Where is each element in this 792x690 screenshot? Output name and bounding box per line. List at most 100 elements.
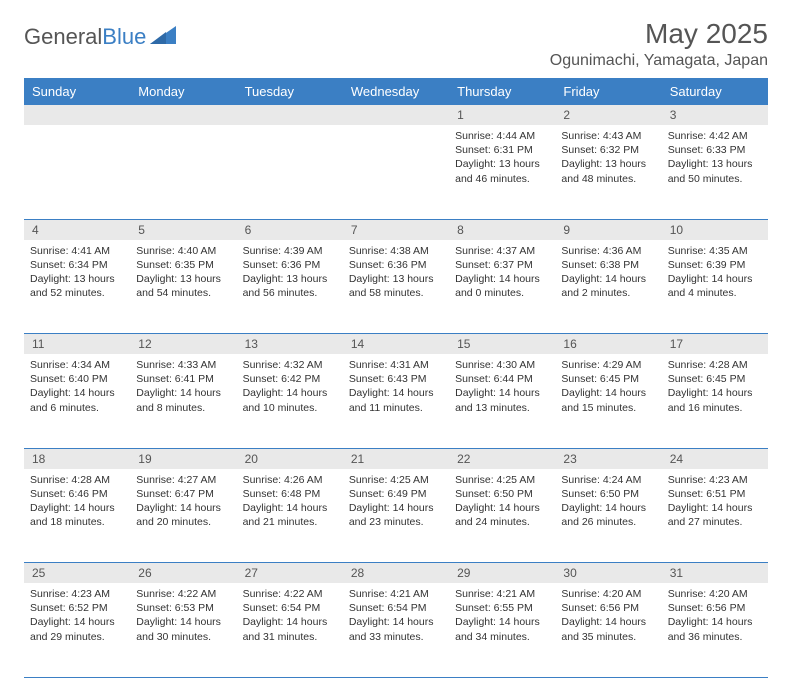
day-details: Sunrise: 4:44 AMSunset: 6:31 PMDaylight:…	[449, 125, 555, 192]
day-number-cell: 14	[343, 334, 449, 355]
day-details: Sunrise: 4:34 AMSunset: 6:40 PMDaylight:…	[24, 354, 130, 421]
day-cell: Sunrise: 4:26 AMSunset: 6:48 PMDaylight:…	[237, 469, 343, 563]
day-number-cell: 13	[237, 334, 343, 355]
day-cell	[130, 125, 236, 219]
day-details: Sunrise: 4:21 AMSunset: 6:54 PMDaylight:…	[343, 583, 449, 650]
day-details: Sunrise: 4:40 AMSunset: 6:35 PMDaylight:…	[130, 240, 236, 307]
daynum-row: 123	[24, 105, 768, 125]
day-details: Sunrise: 4:28 AMSunset: 6:45 PMDaylight:…	[662, 354, 768, 421]
day-details: Sunrise: 4:35 AMSunset: 6:39 PMDaylight:…	[662, 240, 768, 307]
weekday-header: Saturday	[662, 78, 768, 105]
location-text: Ogunimachi, Yamagata, Japan	[550, 52, 768, 70]
day-number-cell: 29	[449, 563, 555, 584]
day-cell: Sunrise: 4:40 AMSunset: 6:35 PMDaylight:…	[130, 240, 236, 334]
day-cell: Sunrise: 4:33 AMSunset: 6:41 PMDaylight:…	[130, 354, 236, 448]
day-cell: Sunrise: 4:22 AMSunset: 6:54 PMDaylight:…	[237, 583, 343, 677]
daynum-row: 25262728293031	[24, 563, 768, 584]
day-cell: Sunrise: 4:20 AMSunset: 6:56 PMDaylight:…	[555, 583, 661, 677]
day-cell	[343, 125, 449, 219]
day-cell: Sunrise: 4:37 AMSunset: 6:37 PMDaylight:…	[449, 240, 555, 334]
day-number-cell: 12	[130, 334, 236, 355]
calendar-page: GeneralBlue May 2025 Ogunimachi, Yamagat…	[0, 0, 792, 690]
day-details: Sunrise: 4:20 AMSunset: 6:56 PMDaylight:…	[555, 583, 661, 650]
weekday-header: Monday	[130, 78, 236, 105]
day-cell	[237, 125, 343, 219]
day-cell: Sunrise: 4:31 AMSunset: 6:43 PMDaylight:…	[343, 354, 449, 448]
day-details: Sunrise: 4:31 AMSunset: 6:43 PMDaylight:…	[343, 354, 449, 421]
page-header: GeneralBlue May 2025 Ogunimachi, Yamagat…	[24, 18, 768, 70]
day-cell: Sunrise: 4:24 AMSunset: 6:50 PMDaylight:…	[555, 469, 661, 563]
day-details: Sunrise: 4:24 AMSunset: 6:50 PMDaylight:…	[555, 469, 661, 536]
day-cell: Sunrise: 4:29 AMSunset: 6:45 PMDaylight:…	[555, 354, 661, 448]
day-number-cell	[130, 105, 236, 125]
brand-part2: Blue	[102, 24, 146, 50]
day-details: Sunrise: 4:20 AMSunset: 6:56 PMDaylight:…	[662, 583, 768, 650]
day-details: Sunrise: 4:22 AMSunset: 6:53 PMDaylight:…	[130, 583, 236, 650]
day-details: Sunrise: 4:36 AMSunset: 6:38 PMDaylight:…	[555, 240, 661, 307]
calendar-table: Sunday Monday Tuesday Wednesday Thursday…	[24, 78, 768, 678]
day-number-cell: 15	[449, 334, 555, 355]
day-number-cell: 24	[662, 448, 768, 469]
day-cell: Sunrise: 4:21 AMSunset: 6:55 PMDaylight:…	[449, 583, 555, 677]
week-row: Sunrise: 4:41 AMSunset: 6:34 PMDaylight:…	[24, 240, 768, 334]
day-details: Sunrise: 4:25 AMSunset: 6:50 PMDaylight:…	[449, 469, 555, 536]
day-cell: Sunrise: 4:23 AMSunset: 6:51 PMDaylight:…	[662, 469, 768, 563]
day-details: Sunrise: 4:41 AMSunset: 6:34 PMDaylight:…	[24, 240, 130, 307]
day-number-cell: 8	[449, 219, 555, 240]
day-cell: Sunrise: 4:42 AMSunset: 6:33 PMDaylight:…	[662, 125, 768, 219]
day-details: Sunrise: 4:23 AMSunset: 6:51 PMDaylight:…	[662, 469, 768, 536]
day-details: Sunrise: 4:27 AMSunset: 6:47 PMDaylight:…	[130, 469, 236, 536]
day-number-cell: 27	[237, 563, 343, 584]
day-number-cell: 5	[130, 219, 236, 240]
day-number-cell	[24, 105, 130, 125]
week-row: Sunrise: 4:34 AMSunset: 6:40 PMDaylight:…	[24, 354, 768, 448]
day-cell: Sunrise: 4:34 AMSunset: 6:40 PMDaylight:…	[24, 354, 130, 448]
day-cell: Sunrise: 4:28 AMSunset: 6:46 PMDaylight:…	[24, 469, 130, 563]
day-cell: Sunrise: 4:35 AMSunset: 6:39 PMDaylight:…	[662, 240, 768, 334]
day-cell: Sunrise: 4:43 AMSunset: 6:32 PMDaylight:…	[555, 125, 661, 219]
day-cell: Sunrise: 4:39 AMSunset: 6:36 PMDaylight:…	[237, 240, 343, 334]
day-details: Sunrise: 4:37 AMSunset: 6:37 PMDaylight:…	[449, 240, 555, 307]
day-number-cell: 20	[237, 448, 343, 469]
day-number-cell: 30	[555, 563, 661, 584]
brand-part1: General	[24, 24, 102, 50]
day-cell: Sunrise: 4:27 AMSunset: 6:47 PMDaylight:…	[130, 469, 236, 563]
day-number-cell: 2	[555, 105, 661, 125]
weekday-header: Friday	[555, 78, 661, 105]
daynum-row: 45678910	[24, 219, 768, 240]
title-block: May 2025 Ogunimachi, Yamagata, Japan	[550, 18, 768, 70]
day-number-cell: 3	[662, 105, 768, 125]
day-number-cell: 4	[24, 219, 130, 240]
weekday-header: Tuesday	[237, 78, 343, 105]
week-row: Sunrise: 4:23 AMSunset: 6:52 PMDaylight:…	[24, 583, 768, 677]
day-number-cell: 16	[555, 334, 661, 355]
weekday-header: Thursday	[449, 78, 555, 105]
day-cell: Sunrise: 4:38 AMSunset: 6:36 PMDaylight:…	[343, 240, 449, 334]
day-number-cell: 31	[662, 563, 768, 584]
day-details: Sunrise: 4:43 AMSunset: 6:32 PMDaylight:…	[555, 125, 661, 192]
brand-triangle-icon	[150, 24, 176, 50]
day-number-cell	[237, 105, 343, 125]
day-number-cell: 22	[449, 448, 555, 469]
day-cell: Sunrise: 4:25 AMSunset: 6:49 PMDaylight:…	[343, 469, 449, 563]
day-number-cell: 25	[24, 563, 130, 584]
day-cell: Sunrise: 4:20 AMSunset: 6:56 PMDaylight:…	[662, 583, 768, 677]
day-number-cell: 18	[24, 448, 130, 469]
day-cell: Sunrise: 4:22 AMSunset: 6:53 PMDaylight:…	[130, 583, 236, 677]
day-details: Sunrise: 4:23 AMSunset: 6:52 PMDaylight:…	[24, 583, 130, 650]
day-cell: Sunrise: 4:41 AMSunset: 6:34 PMDaylight:…	[24, 240, 130, 334]
day-cell: Sunrise: 4:28 AMSunset: 6:45 PMDaylight:…	[662, 354, 768, 448]
day-number-cell: 19	[130, 448, 236, 469]
day-cell: Sunrise: 4:30 AMSunset: 6:44 PMDaylight:…	[449, 354, 555, 448]
day-details: Sunrise: 4:22 AMSunset: 6:54 PMDaylight:…	[237, 583, 343, 650]
week-row: Sunrise: 4:28 AMSunset: 6:46 PMDaylight:…	[24, 469, 768, 563]
day-number-cell: 1	[449, 105, 555, 125]
day-details: Sunrise: 4:33 AMSunset: 6:41 PMDaylight:…	[130, 354, 236, 421]
day-number-cell: 28	[343, 563, 449, 584]
weekday-header-row: Sunday Monday Tuesday Wednesday Thursday…	[24, 78, 768, 105]
day-cell: Sunrise: 4:21 AMSunset: 6:54 PMDaylight:…	[343, 583, 449, 677]
week-row: Sunrise: 4:44 AMSunset: 6:31 PMDaylight:…	[24, 125, 768, 219]
day-number-cell: 7	[343, 219, 449, 240]
day-number-cell	[343, 105, 449, 125]
day-details: Sunrise: 4:39 AMSunset: 6:36 PMDaylight:…	[237, 240, 343, 307]
